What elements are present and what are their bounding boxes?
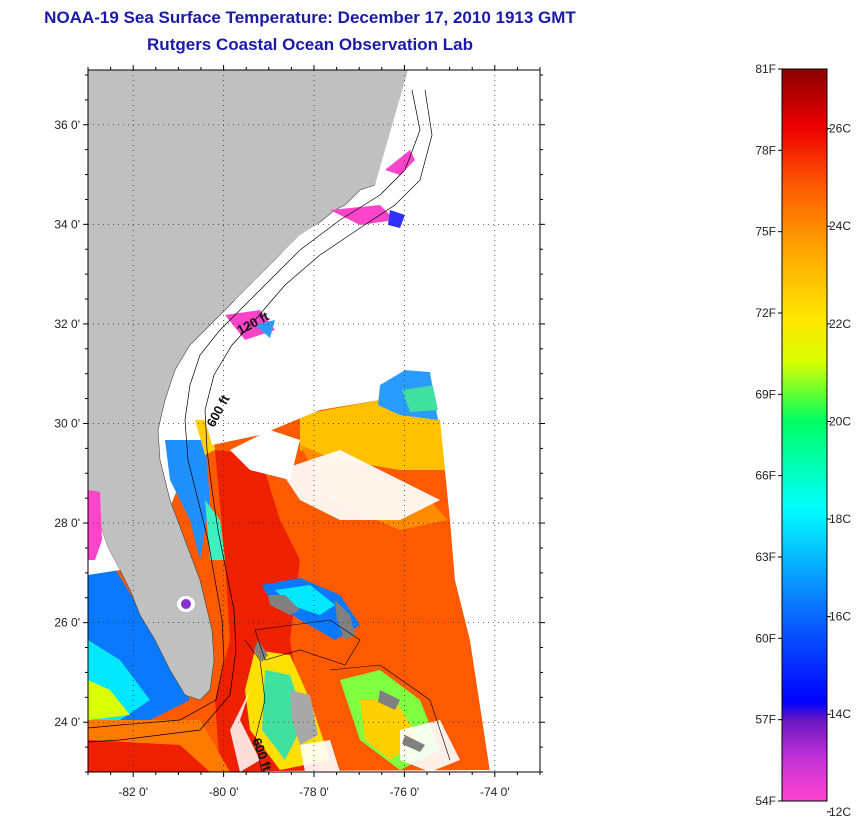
colorbar-f-label: 75F <box>755 225 776 239</box>
lat-tick-label: 30 0' <box>54 416 80 430</box>
colorbar-f-label: 81F <box>755 62 776 76</box>
land-us-east <box>88 70 413 701</box>
abaco-island <box>335 600 355 640</box>
colorbar-c-label: 26C <box>829 122 851 136</box>
colorbar-f-label: 69F <box>755 387 776 401</box>
contour-120ft <box>88 89 421 729</box>
florida-panhandle-pink <box>88 490 102 560</box>
lat-tick-label: 26 0' <box>54 616 80 630</box>
northern-clouds <box>200 70 540 772</box>
colorbar-f-label: 72F <box>755 306 776 320</box>
colorbar-f-label: 66F <box>755 469 776 483</box>
lon-tick-label: -74 0' <box>480 785 510 799</box>
colorbar-ticks: 81F 78F 75F 72F 69F 66F 63F 60F 57F 54F 26C 24C 22C 2… <box>755 62 851 819</box>
colorbar-c-label: 12C <box>829 805 851 819</box>
colorbar-f-label: 54F <box>755 794 776 808</box>
plot-frame <box>87 69 541 773</box>
colorbar-f-label: 57F <box>755 713 776 727</box>
lat-tick-label: 34 0' <box>54 217 80 231</box>
lat-tick-label: 36 0' <box>54 118 80 132</box>
colorbar-f-label: 63F <box>755 550 776 564</box>
lon-tick-label: -82 0' <box>118 785 148 799</box>
map-subtitle: Rutgers Coastal Ocean Observation Lab <box>147 35 473 54</box>
colorbar-c-label: 24C <box>829 219 851 233</box>
colorbar <box>781 68 828 802</box>
colorbar-f-label: 78F <box>755 143 776 157</box>
colorbar-c-label: 16C <box>829 610 851 624</box>
sst-coastal-cold <box>165 440 210 560</box>
map-title: NOAA-19 Sea Surface Temperature: Decembe… <box>44 8 576 27</box>
cloud-patch <box>230 430 300 480</box>
lon-tick-label: -76 0' <box>390 785 420 799</box>
colorbar-c-label: 14C <box>829 707 851 721</box>
grand-bahama-island <box>268 595 300 615</box>
pamlico-sound-pink <box>385 150 415 175</box>
colorbar-c-label: 18C <box>829 512 851 526</box>
lon-tick-label: -80 0' <box>209 785 239 799</box>
colorbar-c-label: 22C <box>829 317 851 331</box>
lon-tick-label: -78 0' <box>299 785 329 799</box>
colorbar-f-label: 60F <box>755 631 776 645</box>
lat-tick-label: 32 0' <box>54 317 80 331</box>
axis-ticks: 36 0' 34 0' 32 0' 30 0' 28 0' 26 0' 24 0' -82 0… <box>54 65 545 799</box>
lat-tick-label: 24 0' <box>54 715 80 729</box>
lat-lon-grid <box>88 70 540 772</box>
andros-island <box>290 690 318 745</box>
contour-600ft <box>88 89 433 743</box>
lat-tick-label: 28 0' <box>54 516 80 530</box>
colorbar-c-label: 20C <box>829 414 851 428</box>
sst-green-patch <box>402 385 438 412</box>
